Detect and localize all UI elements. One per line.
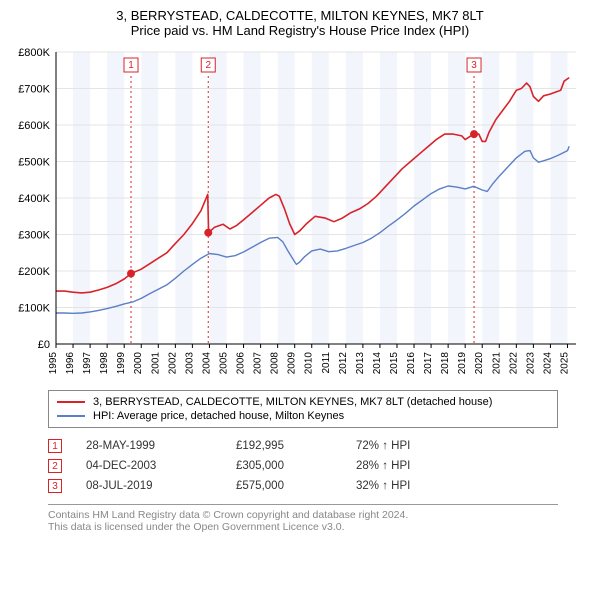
transaction-date: 08-JUL-2019	[86, 480, 236, 492]
legend-swatch	[57, 415, 85, 417]
x-tick-label: 2003	[184, 352, 195, 375]
attribution-footer: Contains HM Land Registry data © Crown c…	[48, 504, 558, 533]
chart-container: £0 £100K £200K £300K £400K £500K £600K £700K £80…	[8, 44, 592, 384]
x-tick-label: 2025	[559, 352, 570, 375]
transaction-marker-label: 1	[128, 60, 134, 71]
transaction-date: 28-MAY-1999	[86, 440, 236, 452]
transaction-marker-label: 2	[205, 60, 211, 71]
x-tick-label: 2015	[389, 352, 400, 375]
transaction-row-marker: 3	[48, 479, 62, 493]
transaction-delta: 72% ↑ HPI	[356, 440, 466, 452]
y-tick-label: £200K	[18, 266, 50, 278]
x-tick-label: 2005	[218, 352, 229, 375]
transaction-dot	[470, 130, 478, 138]
legend-box: 3, BERRYSTEAD, CALDECOTTE, MILTON KEYNES…	[48, 390, 558, 428]
transaction-delta: 32% ↑ HPI	[356, 480, 466, 492]
transaction-dot	[204, 229, 212, 237]
x-tick-label: 1999	[116, 352, 127, 375]
transaction-price: £575,000	[236, 480, 356, 492]
transaction-row: 2 04-DEC-2003£305,00028% ↑ HPI	[48, 456, 592, 476]
title-subtitle: Price paid vs. HM Land Registry's House …	[8, 23, 592, 38]
y-tick-label: £100K	[18, 303, 50, 315]
y-tick-label: £300K	[18, 230, 50, 242]
x-tick-label: 2011	[321, 352, 332, 374]
transaction-dot	[127, 270, 135, 278]
legend-label: HPI: Average price, detached house, Milt…	[93, 410, 344, 422]
x-tick-label: 2014	[372, 352, 383, 375]
x-tick-label: 2024	[542, 352, 553, 375]
x-tick-label: 2007	[253, 352, 264, 375]
x-tick-label: 1995	[48, 352, 59, 375]
x-tick-label: 2000	[133, 352, 144, 375]
transaction-price: £192,995	[236, 440, 356, 452]
transaction-date: 04-DEC-2003	[86, 460, 236, 472]
transaction-row-marker: 1	[48, 439, 62, 453]
footer-line1: Contains HM Land Registry data © Crown c…	[48, 509, 558, 521]
x-tick-label: 2006	[236, 352, 247, 375]
y-tick-label: £0	[38, 339, 50, 351]
price-chart-svg: £0 £100K £200K £300K £400K £500K £600K £700K £80…	[8, 44, 592, 384]
legend-row: 3, BERRYSTEAD, CALDECOTTE, MILTON KEYNES…	[57, 395, 549, 409]
x-tick-label: 2002	[167, 352, 178, 375]
x-tick-label: 1998	[99, 352, 110, 375]
y-tick-label: £700K	[18, 84, 50, 96]
transaction-delta: 28% ↑ HPI	[356, 460, 466, 472]
x-tick-label: 2023	[525, 352, 536, 375]
x-tick-label: 2022	[508, 352, 519, 375]
x-tick-label: 2008	[270, 352, 281, 375]
x-tick-label: 2018	[440, 352, 451, 375]
transaction-row-marker: 2	[48, 459, 62, 473]
x-tick-label: 2001	[150, 352, 161, 375]
title-address: 3, BERRYSTEAD, CALDECOTTE, MILTON KEYNES…	[8, 8, 592, 23]
transaction-row: 3 08-JUL-2019£575,00032% ↑ HPI	[48, 476, 592, 496]
legend-swatch	[57, 401, 85, 403]
x-tick-label: 2013	[355, 352, 366, 375]
x-tick-label: 2004	[201, 352, 212, 375]
x-tick-label: 2021	[491, 352, 502, 375]
chart-title-block: 3, BERRYSTEAD, CALDECOTTE, MILTON KEYNES…	[8, 8, 592, 38]
x-tick-label: 1996	[65, 352, 76, 375]
footer-line2: This data is licensed under the Open Gov…	[48, 521, 558, 533]
transaction-table: 1 28-MAY-1999£192,99572% ↑ HPI 2 04-DEC-200…	[48, 436, 592, 496]
y-tick-label: £800K	[18, 47, 50, 59]
x-tick-label: 2020	[474, 352, 485, 375]
transaction-price: £305,000	[236, 460, 356, 472]
y-tick-label: £400K	[18, 193, 50, 205]
transaction-row: 1 28-MAY-1999£192,99572% ↑ HPI	[48, 436, 592, 456]
x-tick-label: 2009	[287, 352, 298, 375]
transaction-marker-label: 3	[471, 60, 477, 71]
x-tick-label: 1997	[82, 352, 93, 375]
x-tick-label: 2019	[457, 352, 468, 375]
y-tick-label: £500K	[18, 157, 50, 169]
x-tick-label: 2012	[338, 352, 349, 375]
legend-label: 3, BERRYSTEAD, CALDECOTTE, MILTON KEYNES…	[93, 396, 492, 408]
x-tick-label: 2016	[406, 352, 417, 375]
legend-row: HPI: Average price, detached house, Milt…	[57, 409, 549, 423]
y-tick-label: £600K	[18, 120, 50, 132]
x-tick-label: 2010	[304, 352, 315, 375]
x-tick-label: 2017	[423, 352, 434, 375]
